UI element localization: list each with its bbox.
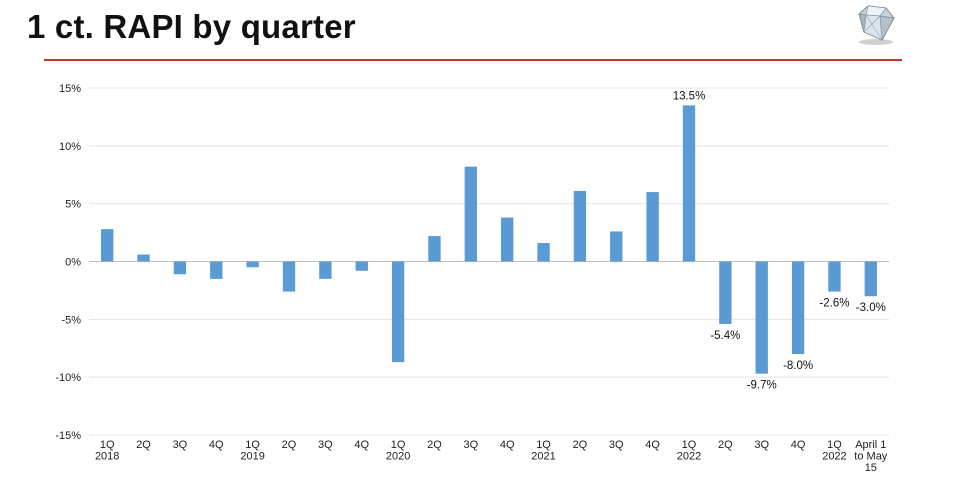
x-tick-label: 1Q (100, 439, 115, 451)
bar (537, 242, 550, 262)
x-tick-label: 2022 (822, 451, 846, 463)
x-tick-label: 3Q (754, 439, 769, 451)
diamond-icon (858, 5, 895, 45)
bar (355, 261, 368, 271)
data-label: -9.7% (747, 380, 777, 392)
bar (282, 261, 296, 292)
y-tick-label: 15% (59, 83, 81, 95)
data-label: 13.5% (673, 90, 706, 102)
bar (173, 261, 187, 275)
x-tick-label: 2Q (573, 439, 588, 451)
x-tick-label: 4Q (791, 439, 806, 451)
bar (319, 261, 332, 279)
bar (246, 261, 259, 268)
y-tick-label: 0% (65, 257, 81, 269)
bar (501, 217, 514, 262)
x-tick-label: 4Q (354, 439, 369, 451)
x-tick-label: 4Q (209, 439, 224, 451)
bar (646, 192, 659, 262)
x-tick-label: 3Q (463, 439, 478, 451)
x-tick-label: 2022 (677, 451, 701, 463)
x-tick-label: 4Q (500, 439, 515, 451)
bar (464, 166, 477, 262)
title-divider (44, 59, 902, 61)
data-label: -2.6% (819, 298, 849, 310)
bar (828, 261, 841, 292)
x-tick-label: 1Q (682, 439, 697, 451)
y-tick-label: 10% (59, 141, 81, 153)
bar (573, 190, 587, 262)
y-tick-label: 5% (65, 199, 81, 211)
x-tick-label: 3Q (609, 439, 624, 451)
data-label: -5.4% (710, 330, 740, 342)
x-tick-label: 2Q (136, 439, 151, 451)
bar (791, 261, 805, 355)
x-tick-label: 2018 (95, 451, 119, 463)
bar (391, 261, 405, 363)
bar (428, 236, 441, 262)
x-tick-label: 2Q (282, 439, 297, 451)
x-tick-label: 1Q (245, 439, 260, 451)
bar (101, 229, 114, 262)
x-tick-label: 1Q (391, 439, 406, 451)
bar (137, 254, 150, 262)
bar (682, 105, 696, 262)
y-tick-label: -10% (55, 372, 81, 384)
bar (719, 261, 732, 324)
y-tick-label: -5% (61, 314, 81, 326)
x-tick-label: 2019 (240, 451, 264, 463)
x-tick-label: 2020 (386, 451, 410, 463)
x-tick-label: 3Q (318, 439, 333, 451)
bar (610, 231, 623, 262)
x-tick-label: 2Q (718, 439, 733, 451)
bar (864, 261, 877, 297)
page-title: 1 ct. RAPI by quarter (27, 8, 356, 45)
x-tick-label: to May (854, 451, 888, 463)
x-tick-label: 3Q (173, 439, 188, 451)
x-tick-label: 15 (865, 462, 877, 474)
data-label: -8.0% (783, 360, 813, 372)
x-tick-label: 1Q (536, 439, 551, 451)
x-tick-label: 2Q (427, 439, 442, 451)
x-tick-label: April 1 (855, 439, 886, 451)
x-tick-label: 4Q (645, 439, 660, 451)
bar (755, 261, 768, 374)
x-tick-label: 1Q (827, 439, 842, 451)
data-label: -3.0% (856, 302, 886, 314)
y-tick-label: -15% (55, 430, 81, 442)
x-tick-label: 2021 (531, 451, 555, 463)
bar (210, 261, 223, 279)
